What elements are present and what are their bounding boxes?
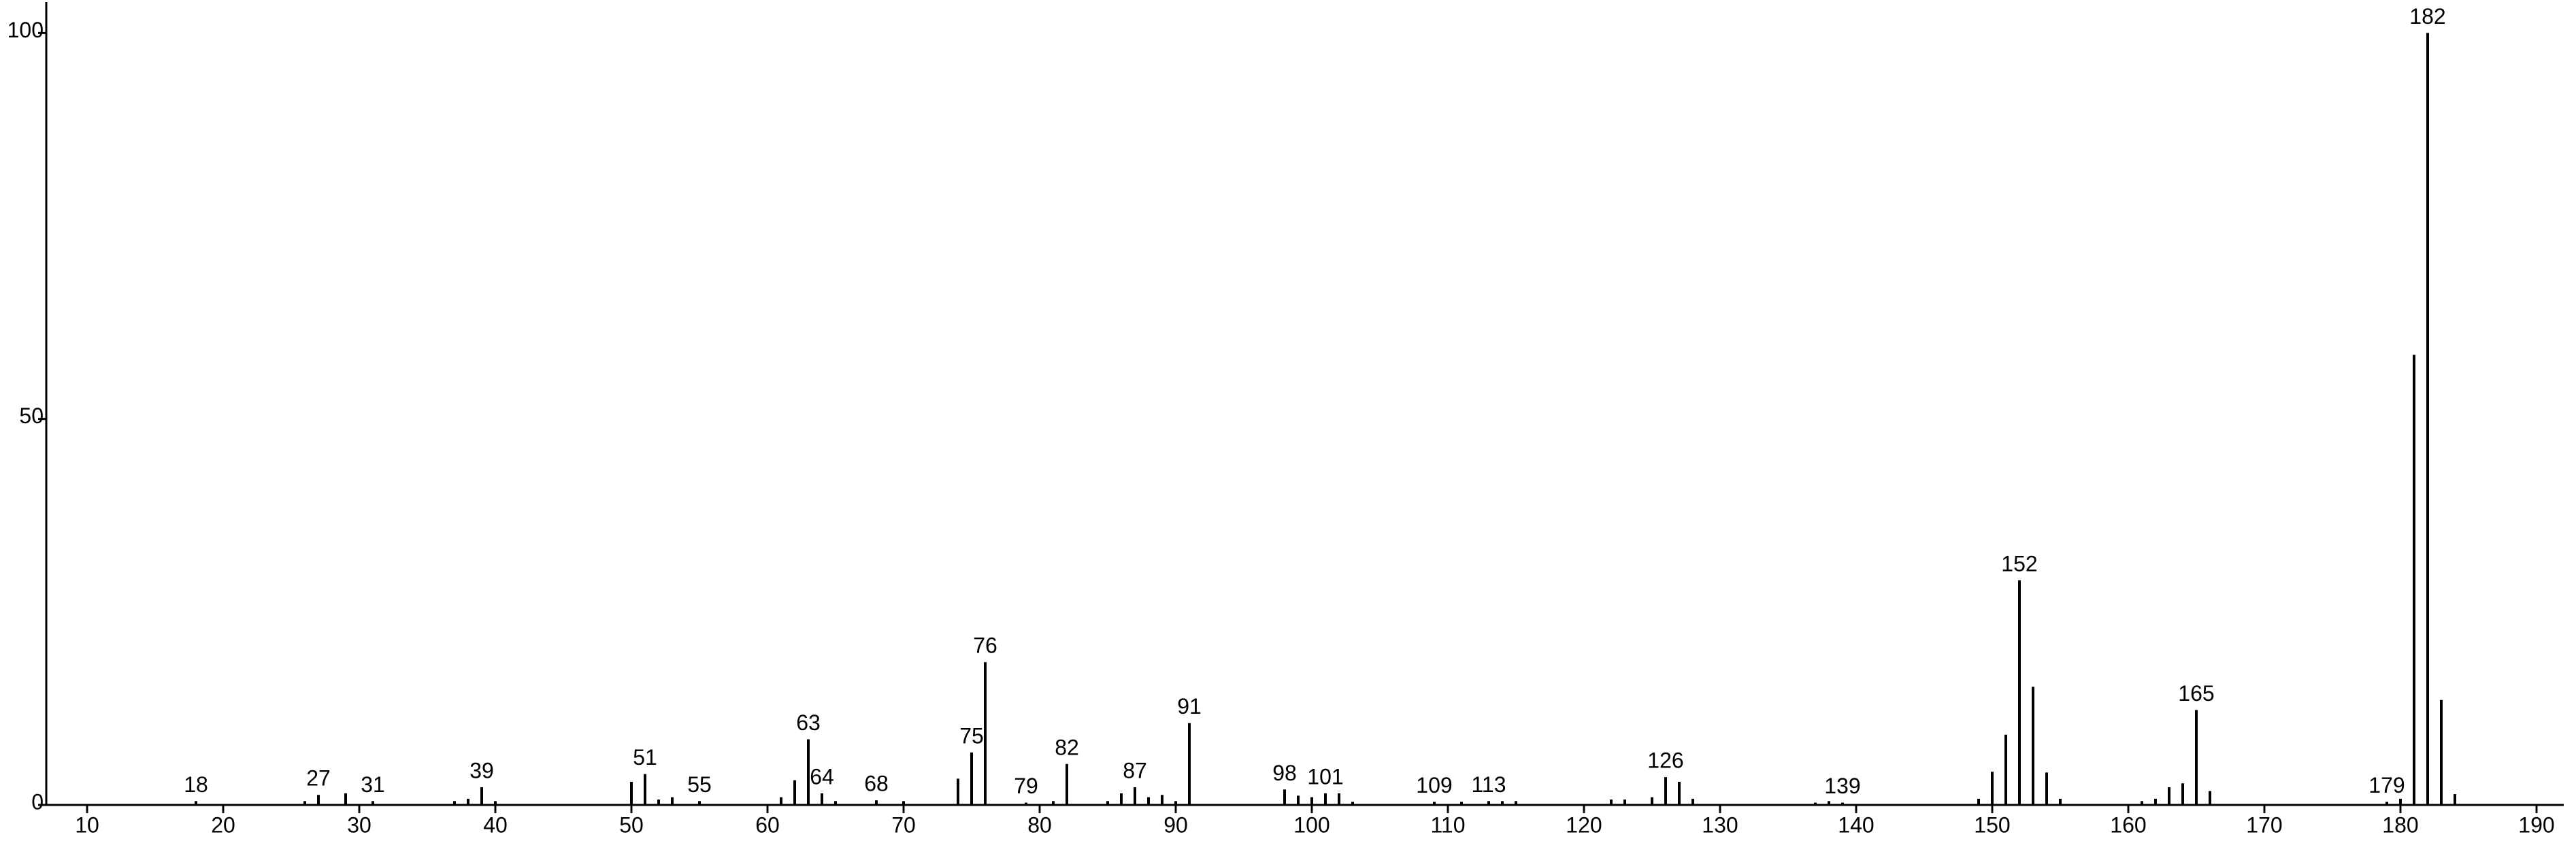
y-tick-label: 100	[7, 18, 44, 42]
x-tick-label: 10	[75, 812, 99, 837]
x-tick-label: 80	[1027, 812, 1052, 837]
x-tick-label: 180	[2382, 812, 2418, 837]
x-tick-label: 20	[211, 812, 235, 837]
peak-label: 179	[2368, 773, 2405, 797]
peak-label: 165	[2178, 681, 2214, 706]
peak-label: 126	[1647, 748, 1683, 773]
peak-label: 82	[1055, 735, 1079, 759]
peak-label: 64	[810, 764, 834, 789]
x-tick-label: 100	[1293, 812, 1330, 837]
peak-label: 101	[1307, 764, 1343, 789]
peak-label: 91	[1177, 694, 1202, 719]
peak-label: 18	[184, 772, 208, 797]
y-tick-label: 0	[31, 789, 44, 814]
peak-label: 68	[864, 772, 889, 796]
peak-label: 51	[633, 745, 657, 770]
peak-label: 139	[1824, 774, 1860, 798]
peak-label: 55	[687, 772, 712, 797]
peak-label: 27	[306, 766, 331, 791]
peak-label: 76	[973, 633, 997, 658]
peak-label: 75	[959, 723, 984, 748]
peak-label: 31	[361, 772, 385, 797]
x-tick-label: 110	[1430, 812, 1465, 837]
peak-label: 63	[796, 710, 821, 735]
peak-label: 182	[2409, 4, 2445, 29]
x-tick-label: 170	[2246, 812, 2282, 837]
x-tick-label: 160	[2110, 812, 2146, 837]
x-tick-label: 190	[2518, 812, 2554, 837]
x-tick-label: 70	[891, 812, 916, 837]
peak-label: 79	[1014, 774, 1038, 798]
x-tick-label: 30	[347, 812, 371, 837]
peak-label: 39	[469, 758, 494, 782]
peak-label: 87	[1123, 758, 1147, 782]
x-tick-label: 60	[755, 812, 780, 837]
x-tick-label: 150	[1974, 812, 2010, 837]
x-tick-label: 50	[619, 812, 644, 837]
peak-label: 113	[1471, 772, 1506, 797]
x-tick-label: 140	[1838, 812, 1874, 837]
y-tick-label: 50	[19, 403, 44, 428]
x-tick-label: 130	[1702, 812, 1738, 837]
x-tick-label: 90	[1163, 812, 1188, 837]
peak-label: 152	[2001, 551, 2037, 576]
peak-label: 109	[1416, 773, 1452, 797]
x-tick-label: 120	[1566, 812, 1602, 837]
peak-label: 98	[1272, 761, 1297, 785]
x-tick-label: 40	[483, 812, 508, 837]
